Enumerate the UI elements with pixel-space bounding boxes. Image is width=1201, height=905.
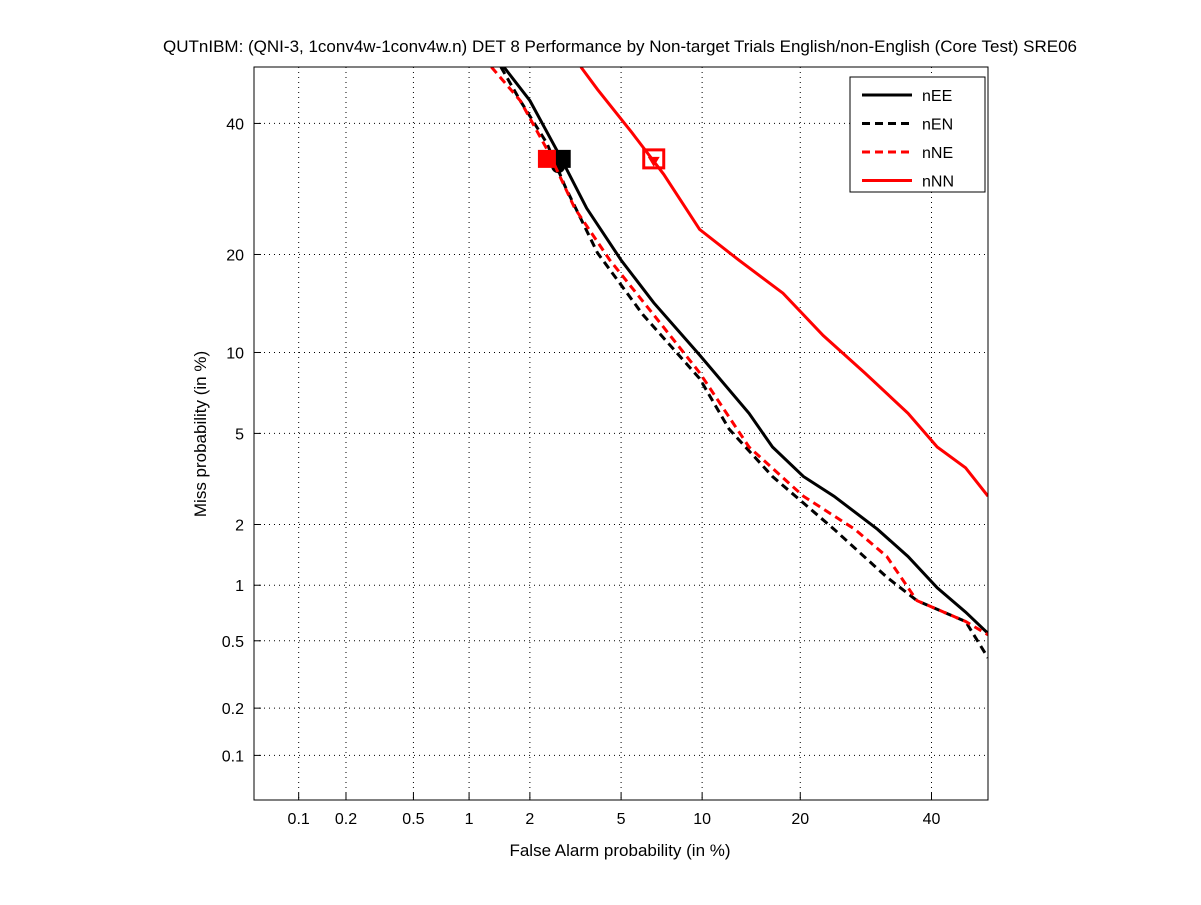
x-tick-label: 10 <box>693 811 711 828</box>
x-tick-label: 1 <box>465 811 474 828</box>
series-line-nEE <box>502 67 988 635</box>
marker-square-open <box>642 148 666 170</box>
x-tick-label: 2 <box>525 811 534 828</box>
series-line-nNE <box>490 67 988 637</box>
x-tick-label: 40 <box>923 811 941 828</box>
x-tick-label: 0.2 <box>335 811 357 828</box>
plot-frame <box>253 66 989 801</box>
y-axis-label: Miss probability (in %) <box>191 351 210 517</box>
y-tick-label: 5 <box>235 426 244 443</box>
y-tick-label: 2 <box>235 517 244 534</box>
x-tick-label: 0.1 <box>288 811 310 828</box>
legend-label: nNN <box>922 174 954 191</box>
legend-label: nEN <box>922 117 953 134</box>
legend-label: nNE <box>922 145 953 162</box>
legend: nEE nEN nNE nNN <box>849 76 986 193</box>
marker-square <box>537 149 556 168</box>
y-tick-label: 20 <box>226 247 244 264</box>
x-tick-label: 5 <box>617 811 626 828</box>
y-tick-label: 10 <box>226 345 244 362</box>
x-tick-label: 20 <box>791 811 809 828</box>
y-tick-label: 1 <box>235 578 244 595</box>
y-tick-label: 0.5 <box>222 634 244 651</box>
x-tick-label: 0.5 <box>402 811 424 828</box>
legend-label: nEE <box>922 88 952 105</box>
y-tick-label: 0.2 <box>222 701 244 718</box>
chart-title: QUTnIBM: (QNI-3, 1conv4w-1conv4w.n) DET … <box>163 37 1077 56</box>
y-tick-label: 0.1 <box>222 748 244 765</box>
series-line-nNN <box>579 67 988 498</box>
y-tick-label: 40 <box>226 116 244 133</box>
x-axis-label: False Alarm probability (in %) <box>509 841 730 860</box>
marker-triangle <box>647 156 660 167</box>
